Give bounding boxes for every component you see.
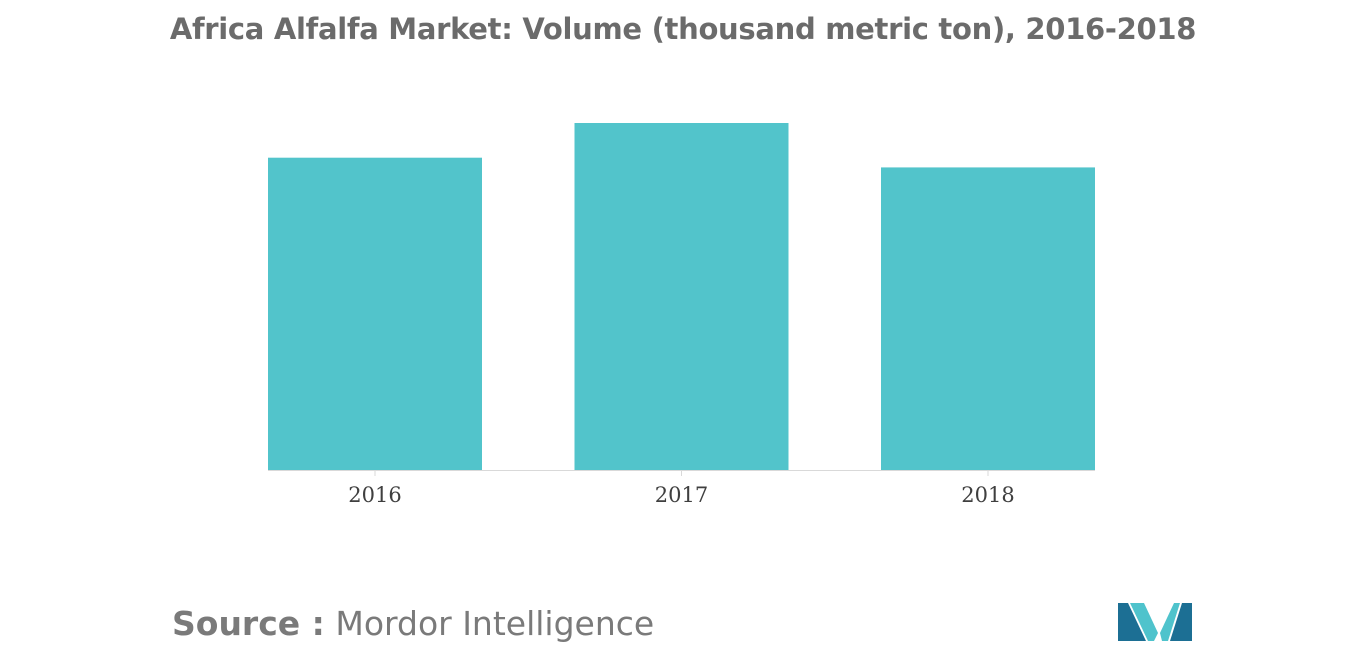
- bars-layer: [268, 123, 1095, 470]
- logo-left-dark-shape: [1118, 603, 1146, 641]
- x-tick-label-2016: 2016: [348, 483, 401, 507]
- bar-chart: 2016 2017 2018: [268, 123, 1095, 507]
- chart-title: Africa Alfalfa Market: Volume (thousand …: [169, 12, 1197, 46]
- source-line: Source : Mordor Intelligence: [172, 604, 654, 643]
- bar-2018: [881, 167, 1095, 470]
- source-label: Source :: [172, 604, 325, 643]
- logo-right-light-shape: [1160, 603, 1180, 641]
- ticks-layer: [374, 470, 989, 476]
- logo-left-light-shape: [1130, 603, 1158, 641]
- bar-2016: [268, 157, 482, 470]
- x-tick-label-2017: 2017: [655, 483, 708, 507]
- mordor-intelligence-logo-icon: [1118, 603, 1192, 641]
- x-tick-labels: 2016 2017 2018: [348, 483, 1014, 507]
- source-name: Mordor Intelligence: [335, 604, 655, 643]
- x-tick-label-2018: 2018: [961, 483, 1014, 507]
- logo-right-dark-shape: [1170, 603, 1192, 641]
- bar-2017: [574, 123, 789, 470]
